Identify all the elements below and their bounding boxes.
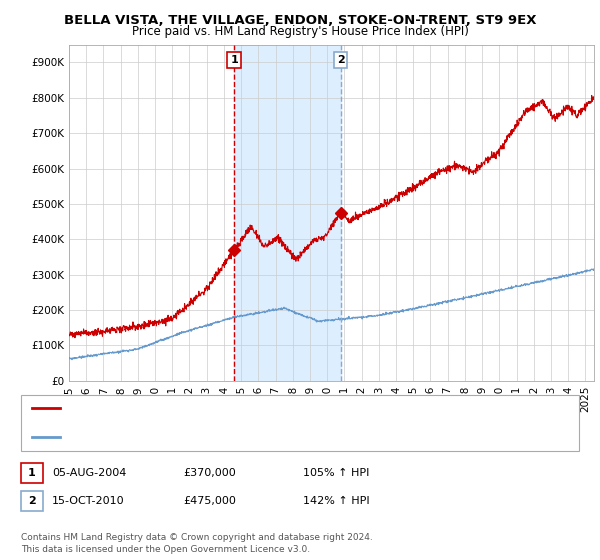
Text: Contains HM Land Registry data © Crown copyright and database right 2024.
This d: Contains HM Land Registry data © Crown c… — [21, 533, 373, 554]
Text: 15-OCT-2010: 15-OCT-2010 — [52, 496, 125, 506]
Text: 142% ↑ HPI: 142% ↑ HPI — [303, 496, 370, 506]
Text: 105% ↑ HPI: 105% ↑ HPI — [303, 468, 370, 478]
Text: Price paid vs. HM Land Registry's House Price Index (HPI): Price paid vs. HM Land Registry's House … — [131, 25, 469, 38]
Text: 05-AUG-2004: 05-AUG-2004 — [52, 468, 127, 478]
Text: 2: 2 — [28, 496, 35, 506]
Text: £475,000: £475,000 — [183, 496, 236, 506]
Text: 1: 1 — [230, 55, 238, 65]
Text: HPI: Average price, detached house, Staffordshire Moorlands: HPI: Average price, detached house, Staf… — [64, 432, 382, 442]
Text: £370,000: £370,000 — [183, 468, 236, 478]
Text: 1: 1 — [28, 468, 35, 478]
Text: 2: 2 — [337, 55, 344, 65]
Bar — [234, 45, 341, 381]
Text: BELLA VISTA, THE VILLAGE, ENDON, STOKE-ON-TRENT, ST9 9EX: BELLA VISTA, THE VILLAGE, ENDON, STOKE-O… — [64, 14, 536, 27]
Text: BELLA VISTA, THE VILLAGE, ENDON, STOKE-ON-TRENT, ST9 9EX (detached house): BELLA VISTA, THE VILLAGE, ENDON, STOKE-O… — [64, 403, 490, 413]
